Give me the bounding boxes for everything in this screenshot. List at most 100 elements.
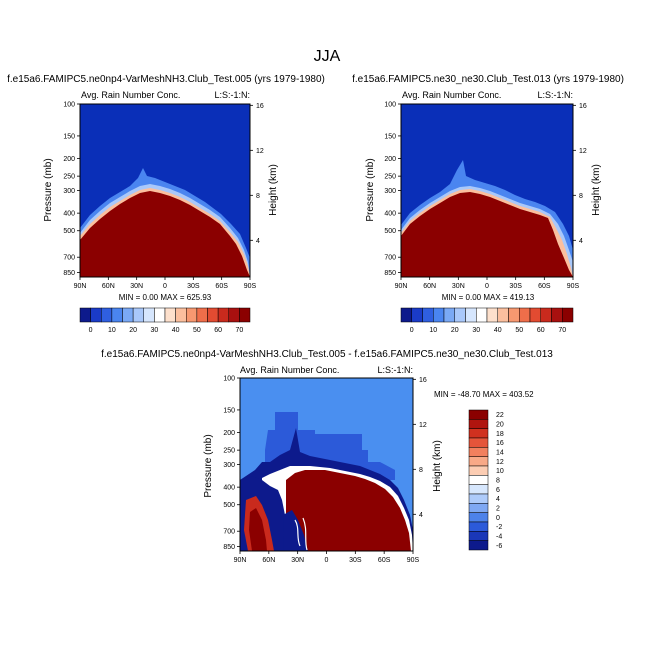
panel-1-colorbar-label: 0 [89, 327, 93, 334]
panel-1-xtick-label: 90N [74, 283, 87, 290]
panel-2-colorbar-swatch [411, 307, 423, 323]
panel-1-colorbar-swatch [111, 307, 123, 323]
panel-3-xtick-label: 90N [234, 557, 247, 564]
panel-2-colorbar-swatch [551, 307, 563, 323]
panel-2-ytick-right-label: 12 [579, 148, 587, 155]
panel-1-colorbar-swatch [143, 307, 155, 323]
panel-3-xtick-label: 30S [349, 557, 362, 564]
panel-1-colorbar-swatch [228, 307, 240, 323]
panel-3-colorbar-swatch [468, 456, 489, 467]
panel-1-colorbar-swatch [175, 307, 187, 323]
panel-2-colorbar-swatch [497, 307, 509, 323]
panel-2-ytick-label: 250 [384, 174, 396, 181]
panel-2-ytick-label: 200 [384, 156, 396, 163]
panel-2-subtitle-left: Avg. Rain Number Conc. [402, 90, 501, 100]
panel-2-ytick-label: 400 [384, 211, 396, 218]
panel-1-yticks-right: 16 12 8 4 [250, 103, 264, 245]
panel-1-ytick-label: 200 [63, 156, 75, 163]
panel-3-colorbar-swatch [468, 521, 489, 532]
panel-1-xtick-label: 90S [244, 283, 257, 290]
panel-1-colorbar-swatch [101, 307, 113, 323]
panel-3-colorbar-swatch [468, 512, 489, 523]
panel-1-colorbar-swatch [154, 307, 166, 323]
panel-3-subtitle-left: Avg. Rain Number Conc. [240, 365, 339, 375]
panel-1: f.e15a6.FAMIPC5.ne0np4-VarMeshNH3.Club_T… [7, 74, 325, 334]
panel-3: f.e15a6.FAMIPC5.ne0np4-VarMeshNH3.Club_T… [101, 349, 553, 564]
panel-3-colorbar-swatch [468, 493, 489, 504]
panel-3-xtick-label: 0 [325, 557, 329, 564]
panel-3-xtick-label: 30N [291, 557, 304, 564]
panel-1-ytick-label: 150 [63, 133, 75, 140]
panel-2-yticks-right: 16 12 8 4 [573, 103, 587, 245]
panel-3-red-core [286, 470, 411, 551]
panel-1-min-max: MIN = 0.00 MAX = 625.93 [119, 293, 212, 302]
panel-1-ylabel: Pressure (mb) [43, 158, 54, 221]
panel-3-colorbar-label: 4 [496, 496, 500, 503]
panel-2-subtitle-right: L:S:-1:N: [537, 90, 573, 100]
panel-2-colorbar: 0 10 20 30 40 50 60 70 [400, 307, 574, 334]
panel-2-xticks: 90N 60N 30N 0 30S 60S 90S [395, 277, 580, 290]
panel-2-title: f.e15a6.FAMIPC5.ne30_ne30.Club_Test.013 … [352, 74, 624, 85]
panel-2-colorbar-swatch [476, 307, 488, 323]
panel-3-xticks: 90N 60N 30N 0 30S 60S 90S [234, 551, 420, 564]
panel-3-mid-blue [283, 510, 308, 551]
panel-1-title: f.e15a6.FAMIPC5.ne0np4-VarMeshNH3.Club_T… [7, 74, 325, 85]
panel-2-colorbar-swatch [443, 307, 455, 323]
panel-3-colorbar-label: 20 [496, 422, 504, 429]
panel-3-colorbar-label: 0 [496, 515, 500, 522]
panel-3-colorbar-label: 22 [496, 412, 504, 419]
panel-2-colorbar-label: 50 [515, 327, 523, 334]
panel-2-colorbar-swatch [519, 307, 531, 323]
panel-3-colorbar-label: 2 [496, 506, 500, 513]
panel-1-ytick-label: 100 [63, 102, 75, 109]
panel-1-ytick-right-label: 12 [256, 148, 264, 155]
panel-3-colorbar-label: 16 [496, 440, 504, 447]
panel-2-colorbar-swatch [508, 307, 520, 323]
panel-1-ylabel-right: Height (km) [268, 164, 279, 216]
panel-2-colorbar-swatch [562, 307, 574, 323]
panel-2-ytick-label: 500 [384, 228, 396, 235]
panel-1-xtick-label: 30N [130, 283, 143, 290]
figure-title: JJA [314, 48, 341, 65]
panel-2-colorbar-label: 10 [429, 327, 437, 334]
panel-2-xtick-label: 30N [452, 283, 465, 290]
panel-2: f.e15a6.FAMIPC5.ne30_ne30.Club_Test.013 … [352, 74, 624, 334]
panel-3-xtick-label: 60N [262, 557, 275, 564]
panel-3-colorbar-swatch [468, 503, 489, 513]
panel-2-colorbar-swatch [454, 307, 466, 323]
panel-2-xtick-label: 90S [567, 283, 580, 290]
panel-3-ytick-label: 850 [223, 544, 235, 551]
panel-3-colorbar-label: -2 [496, 524, 502, 531]
panel-2-colorbar-swatch [422, 307, 434, 323]
panel-1-subtitle-left: Avg. Rain Number Conc. [81, 90, 180, 100]
panel-3-subtitle-right: L:S:-1:N: [377, 365, 413, 375]
panel-2-xtick-label: 60N [423, 283, 436, 290]
panel-1-ytick-label: 850 [63, 270, 75, 277]
panel-1-colorbar-swatch [217, 307, 229, 323]
panel-1-ytick-label: 500 [63, 228, 75, 235]
panel-3-colorbar-label: 10 [496, 468, 504, 475]
panel-3-colorbar-swatch [468, 437, 489, 448]
panel-2-colorbar-label: 60 [537, 327, 545, 334]
panel-1-colorbar-label: 70 [235, 327, 243, 334]
panel-3-title: f.e15a6.FAMIPC5.ne0np4-VarMeshNH3.Club_T… [101, 349, 553, 360]
panel-1-colorbar-label: 50 [193, 327, 201, 334]
panel-2-ytick-right-label: 4 [579, 238, 583, 245]
panel-3-xtick-label: 60S [378, 557, 391, 564]
panel-3-colorbar-label: 6 [496, 487, 500, 494]
panel-3-min-max: MIN = -48.70 MAX = 403.52 [434, 390, 534, 399]
panel-2-colorbar-swatch [529, 307, 541, 323]
panel-1-colorbar-swatch [196, 307, 208, 323]
panel-3-ylabel-right: Height (km) [432, 440, 443, 492]
panel-2-ylabel: Pressure (mb) [365, 158, 376, 221]
panel-3-colorbar-swatch [468, 428, 489, 439]
panel-2-plot [400, 103, 574, 278]
panel-3-ytick-label: 500 [223, 502, 235, 509]
panel-3-ytick-label: 250 [223, 448, 235, 455]
panel-3-colorbar-label: 12 [496, 459, 504, 466]
panel-2-colorbar-swatch [400, 307, 412, 323]
panel-3-colorbar-swatch [468, 484, 489, 495]
panel-3-ytick-label: 400 [223, 485, 235, 492]
